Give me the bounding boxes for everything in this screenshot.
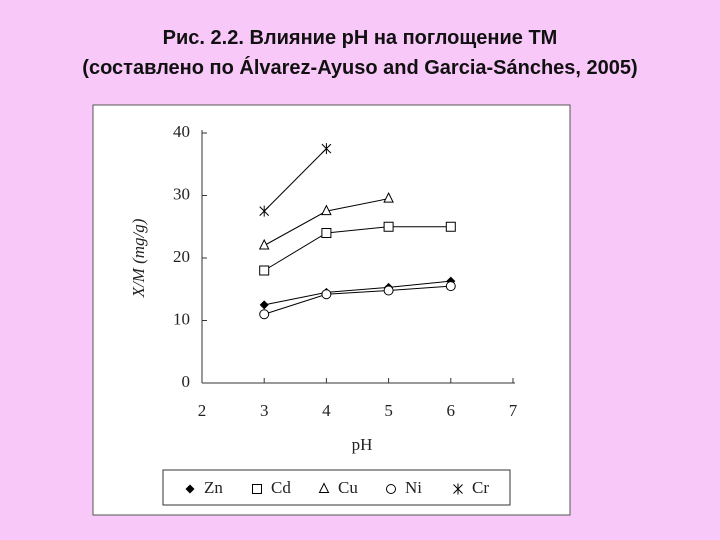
legend-label: Ni — [405, 478, 422, 497]
legend-marker — [453, 483, 463, 495]
marker — [259, 300, 269, 310]
marker — [445, 221, 456, 232]
x-tick-label: 2 — [198, 401, 207, 420]
marker — [383, 192, 394, 203]
x-tick-label: 4 — [322, 401, 331, 420]
series-line — [264, 280, 451, 306]
series-line — [263, 226, 451, 271]
legend-label: Cu — [338, 478, 358, 497]
legend-marker — [318, 482, 330, 493]
figure-frame — [92, 104, 571, 516]
marker — [321, 204, 332, 216]
marker — [259, 265, 270, 276]
x-tick-label: 3 — [260, 401, 269, 420]
marker — [321, 289, 332, 300]
marker — [383, 221, 394, 232]
legend-marker — [386, 484, 396, 494]
chart: pH X/M (mg/g) 0 10 20 30 40 2 3 4 5 6 7 Zn Cd Cu Ni Cr — [129, 122, 518, 506]
legend-marker — [252, 484, 262, 494]
y-tick-label: 40 — [173, 122, 190, 141]
marker — [383, 285, 394, 296]
x-tick-label: 7 — [509, 401, 518, 420]
legend-label: Cr — [472, 478, 489, 497]
y-tick-label: 10 — [173, 309, 190, 328]
x-tick-label: 6 — [447, 401, 456, 420]
marker — [259, 309, 270, 320]
x-axis-label: pH — [352, 435, 373, 454]
y-axis-label: X/M (mg/g) — [129, 218, 148, 298]
y-tick-label: 20 — [173, 247, 190, 266]
title-line: (составлено по Álvarez-Ayuso and Garcia-… — [82, 56, 637, 79]
legend-label: Cd — [271, 478, 291, 497]
title-line: Рис. 2.2. Влияние pH на поглощение ТМ — [163, 27, 558, 49]
marker — [321, 228, 332, 238]
legend-marker — [185, 484, 195, 494]
y-tick-label: 30 — [173, 184, 190, 203]
legend-box — [162, 469, 511, 506]
x-tick-label: 5 — [384, 401, 393, 420]
marker — [258, 238, 270, 250]
legend-label: Zn — [204, 478, 223, 497]
marker — [445, 281, 456, 292]
series-line — [263, 148, 327, 212]
marker — [259, 205, 270, 217]
y-tick-label: 0 — [182, 372, 191, 391]
marker — [321, 143, 332, 155]
series-line — [264, 285, 451, 315]
